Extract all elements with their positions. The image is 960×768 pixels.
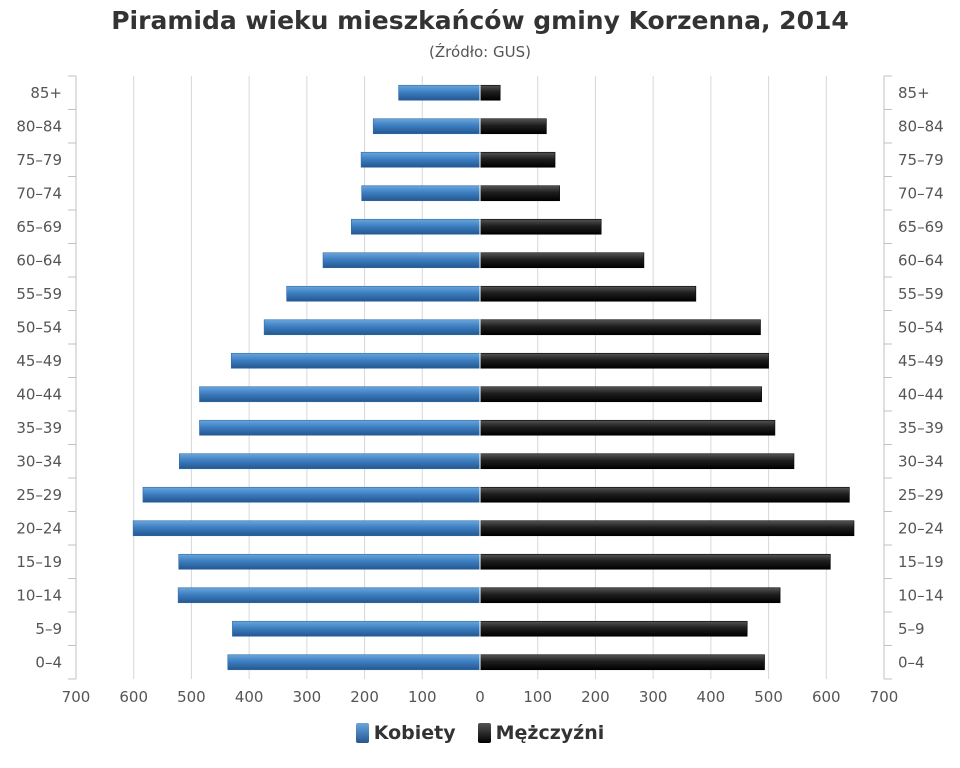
right-category-label: 75–79 xyxy=(898,151,944,169)
bar-female xyxy=(372,118,481,135)
bar-male xyxy=(479,486,850,503)
right-category-label: 20–24 xyxy=(898,519,944,537)
left-category-label: 40–44 xyxy=(16,385,62,403)
right-category-label: 65–69 xyxy=(898,218,944,236)
legend-swatch-male xyxy=(477,723,491,743)
legend-swatch-female xyxy=(355,723,369,743)
right-category-label: 70–74 xyxy=(898,184,944,202)
left-category-label: 35–39 xyxy=(16,419,62,437)
bar-female xyxy=(322,252,481,269)
right-category-label: 0–4 xyxy=(898,653,925,671)
x-tick-label: 700 xyxy=(870,688,899,706)
bar-female xyxy=(350,218,481,235)
x-tick-label: 500 xyxy=(754,688,783,706)
bar-female xyxy=(199,386,481,403)
right-category-label: 5–9 xyxy=(898,620,925,638)
x-tick-label: 200 xyxy=(581,688,610,706)
bar-male xyxy=(479,218,602,235)
bar-female xyxy=(398,84,481,101)
bar-male xyxy=(479,386,762,403)
bar-male xyxy=(479,352,769,369)
right-category-label: 35–39 xyxy=(898,419,944,437)
right-category-label: 40–44 xyxy=(898,385,944,403)
x-tick-label: 100 xyxy=(408,688,437,706)
left-category-label: 75–79 xyxy=(16,151,62,169)
x-tick-label: 500 xyxy=(177,688,206,706)
bar-female xyxy=(227,654,481,671)
legend-item-male[interactable]: Mężczyźni xyxy=(477,722,605,744)
bar-male xyxy=(479,185,560,202)
left-category-label: 50–54 xyxy=(16,318,62,336)
left-category-label: 30–34 xyxy=(16,452,62,470)
bar-female xyxy=(360,151,481,168)
bar-male xyxy=(479,520,855,537)
bar-male xyxy=(479,654,765,671)
bar-female xyxy=(286,285,481,302)
chart-title: Piramida wieku mieszkańców gminy Korzenn… xyxy=(111,6,849,35)
bar-female xyxy=(142,486,481,503)
x-tick-label: 400 xyxy=(235,688,264,706)
x-tick-label: 100 xyxy=(523,688,552,706)
left-category-label: 0–4 xyxy=(35,653,62,671)
right-category-label: 85+ xyxy=(898,84,930,102)
bar-female xyxy=(132,520,481,537)
left-category-label: 15–19 xyxy=(16,553,62,571)
right-category-label: 60–64 xyxy=(898,251,944,269)
right-category-label: 10–14 xyxy=(898,586,944,604)
bar-female xyxy=(230,352,481,369)
left-category-label: 65–69 xyxy=(16,218,62,236)
chart-legend: Kobiety Mężczyźni xyxy=(0,722,960,744)
right-category-label: 55–59 xyxy=(898,285,944,303)
bar-female xyxy=(177,587,481,604)
x-tick-label: 300 xyxy=(639,688,668,706)
bar-male xyxy=(479,587,781,604)
left-category-label: 80–84 xyxy=(16,117,62,135)
bar-male xyxy=(479,84,501,101)
right-category-label: 45–49 xyxy=(898,352,944,370)
x-tick-label: 600 xyxy=(812,688,841,706)
left-category-label: 55–59 xyxy=(16,285,62,303)
right-category-label: 15–19 xyxy=(898,553,944,571)
right-category-label: 25–29 xyxy=(898,486,944,504)
x-tick-label: 200 xyxy=(350,688,379,706)
left-category-label: 5–9 xyxy=(35,620,62,638)
legend-label-female: Kobiety xyxy=(373,722,456,744)
bar-male xyxy=(479,553,831,570)
bar-female xyxy=(263,319,481,336)
x-tick-label: 600 xyxy=(119,688,148,706)
x-tick-label: 0 xyxy=(475,688,485,706)
right-category-label: 50–54 xyxy=(898,318,944,336)
right-category-label: 30–34 xyxy=(898,452,944,470)
bar-male xyxy=(479,453,795,470)
left-category-label: 85+ xyxy=(30,84,62,102)
bar-female xyxy=(361,185,481,202)
right-category-label: 80–84 xyxy=(898,117,944,135)
bar-male xyxy=(479,620,748,637)
bar-male xyxy=(479,151,556,168)
chart-subtitle: (Źródło: GUS) xyxy=(429,43,531,61)
bar-female xyxy=(178,553,481,570)
x-tick-label: 300 xyxy=(293,688,322,706)
bar-male xyxy=(479,118,547,135)
left-category-label: 70–74 xyxy=(16,184,62,202)
bar-male xyxy=(479,252,645,269)
x-tick-label: 700 xyxy=(62,688,91,706)
bar-female xyxy=(179,453,481,470)
bar-male xyxy=(479,419,776,436)
bar-male xyxy=(479,319,761,336)
bar-female xyxy=(232,620,481,637)
left-category-label: 45–49 xyxy=(16,352,62,370)
left-category-label: 20–24 xyxy=(16,519,62,537)
bar-female xyxy=(199,419,481,436)
legend-item-female[interactable]: Kobiety xyxy=(355,722,456,744)
left-category-label: 25–29 xyxy=(16,486,62,504)
left-category-label: 10–14 xyxy=(16,586,62,604)
left-category-label: 60–64 xyxy=(16,251,62,269)
bar-male xyxy=(479,285,697,302)
legend-label-male: Mężczyźni xyxy=(495,722,605,744)
x-tick-label: 400 xyxy=(697,688,726,706)
